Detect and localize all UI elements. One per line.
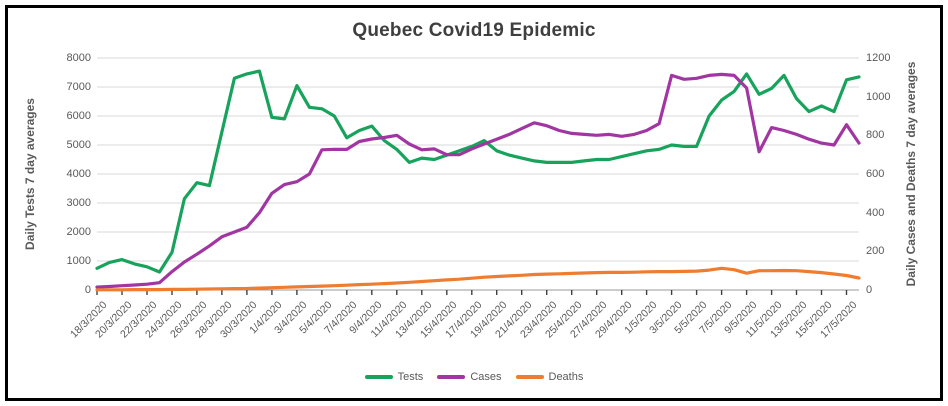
right-tick-label-800: 800 xyxy=(866,129,885,142)
left-tick-label-3000: 3000 xyxy=(66,197,91,209)
right-tick-label-1000: 1000 xyxy=(866,90,891,103)
deaths-line-icon xyxy=(515,375,544,379)
legend-item-deaths: Deaths xyxy=(515,371,584,383)
right-tick-label-600: 600 xyxy=(866,168,885,180)
right-tick-label-400: 400 xyxy=(866,206,885,219)
left-tick-label-1000: 1000 xyxy=(66,255,91,267)
left-tick-label-4000: 4000 xyxy=(66,168,91,180)
left-tick-label-5000: 5000 xyxy=(66,139,91,151)
cases-line-icon xyxy=(437,375,466,379)
legend-item-tests: Tests xyxy=(364,371,424,383)
legend-label-deaths: Deaths xyxy=(548,371,584,383)
right-tick-label-1200: 1200 xyxy=(866,52,891,64)
left-tick-label-8000: 8000 xyxy=(66,52,91,64)
left-tick-label-7000: 7000 xyxy=(66,81,91,93)
legend-item-cases: Cases xyxy=(437,371,502,383)
legend-label-cases: Cases xyxy=(470,371,502,383)
series-line-deaths xyxy=(95,266,861,292)
left-tick-label-6000: 6000 xyxy=(66,110,91,122)
legend: Tests Cases Deaths xyxy=(0,371,948,383)
left-tick-label-0: 0 xyxy=(84,284,91,296)
series-line-cases xyxy=(95,72,861,289)
legend-label-tests: Tests xyxy=(397,371,424,383)
left-tick-label-2000: 2000 xyxy=(66,226,91,238)
right-tick-label-0: 0 xyxy=(866,284,873,296)
series-line-tests xyxy=(95,69,861,274)
tests-line-icon xyxy=(364,375,393,379)
chart-title: Quebec Covid19 Epidemic xyxy=(352,20,596,41)
right-tick-label-200: 200 xyxy=(866,245,885,258)
